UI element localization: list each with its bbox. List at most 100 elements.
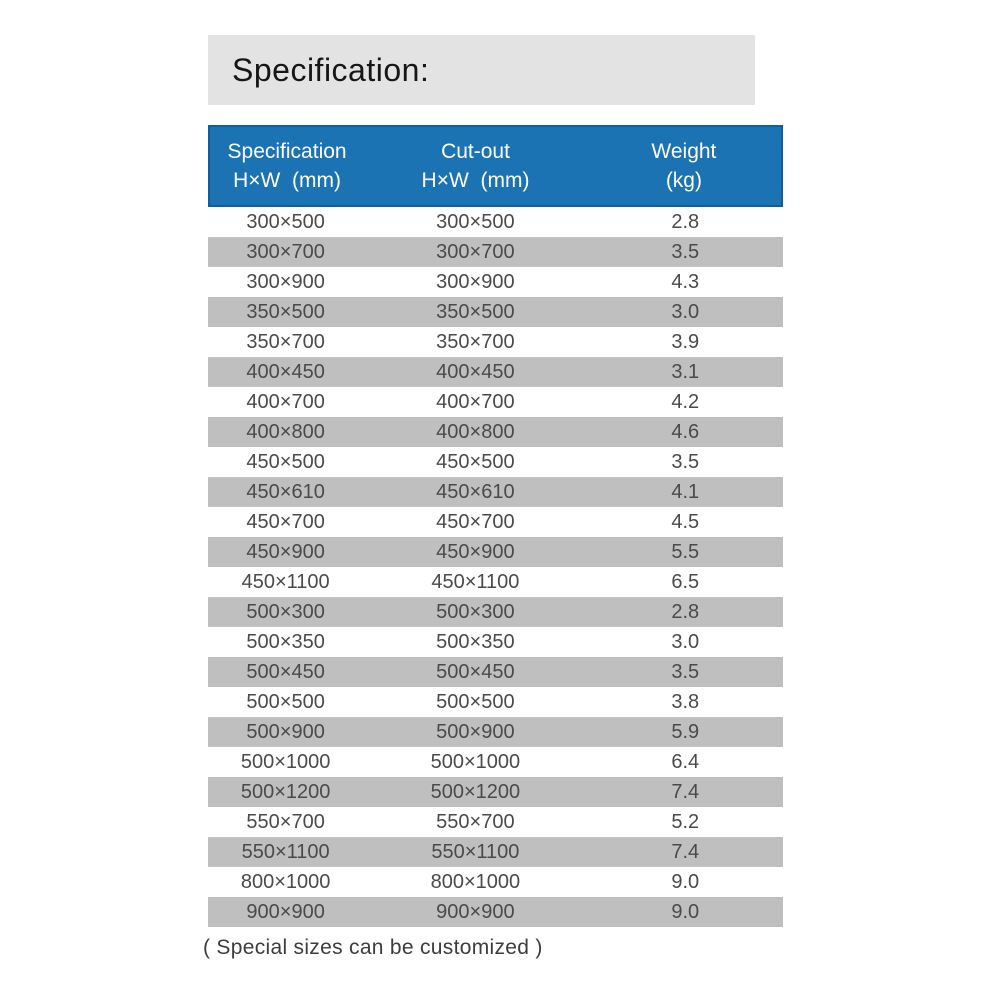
column-header-label: Specification (227, 139, 347, 163)
cell-specification: 500×900 (246, 720, 325, 743)
cell-cutout: 450×900 (436, 540, 515, 563)
cell-cutout: 300×500 (436, 210, 515, 233)
cell-specification: 450×1100 (241, 570, 330, 593)
cell-specification: 400×800 (246, 420, 325, 443)
cell-weight: 6.4 (671, 750, 700, 773)
cell-weight: 3.9 (671, 330, 700, 353)
column-header-weight: Weight (kg) (587, 127, 781, 205)
table-row: 300×700 300×700 3.5 (208, 237, 783, 267)
cell-weight: 2.8 (671, 600, 700, 623)
cell-specification: 900×900 (246, 900, 325, 923)
cell-specification: 550×1100 (241, 840, 330, 863)
cell-specification: 500×1000 (240, 750, 331, 773)
cell-cutout: 450×700 (436, 510, 515, 533)
cell-weight: 7.4 (671, 780, 700, 803)
cell-cutout: 450×610 (436, 480, 515, 503)
cell-cutout: 500×1000 (430, 750, 521, 773)
cell-cutout: 500×300 (436, 600, 515, 623)
cell-weight: 5.2 (671, 810, 700, 833)
cell-cutout: 900×900 (436, 900, 515, 923)
table-row: 300×900 300×900 4.3 (208, 267, 783, 297)
table-row: 500×500 500×500 3.8 (208, 687, 783, 717)
cell-cutout: 450×500 (436, 450, 515, 473)
cell-specification: 450×900 (246, 540, 325, 563)
cell-weight: 2.8 (671, 210, 700, 233)
cell-weight: 7.4 (671, 840, 700, 863)
column-header-specification: Specification H×W (mm) (210, 127, 364, 205)
cell-specification: 500×300 (246, 600, 325, 623)
column-header-sublabel: H×W (mm) (421, 168, 530, 192)
table-row: 450×700 450×700 4.5 (208, 507, 783, 537)
footer-note-text: ( Special sizes can be customized ) (203, 936, 543, 959)
column-header-label: Weight (651, 139, 717, 163)
cell-cutout: 400×800 (436, 420, 515, 443)
table-row: 450×1100 450×1100 6.5 (208, 567, 783, 597)
table-row: 900×900 900×900 9.0 (208, 897, 783, 927)
cell-specification: 500×1200 (240, 780, 331, 803)
cell-cutout: 500×1200 (430, 780, 521, 803)
cell-specification: 500×350 (246, 630, 325, 653)
cell-specification: 550×700 (246, 810, 325, 833)
cell-weight: 3.5 (671, 660, 700, 683)
cell-specification: 450×700 (246, 510, 325, 533)
table-row: 400×700 400×700 4.2 (208, 387, 783, 417)
table-row: 450×500 450×500 3.5 (208, 447, 783, 477)
cell-specification: 350×700 (246, 330, 325, 353)
table-row: 400×800 400×800 4.6 (208, 417, 783, 447)
cell-weight: 9.0 (671, 870, 700, 893)
page-title: Specification: (208, 35, 755, 105)
cell-weight: 3.1 (671, 360, 700, 383)
cell-cutout: 500×450 (436, 660, 515, 683)
cell-weight: 3.0 (671, 300, 700, 323)
table-row: 400×450 400×450 3.1 (208, 357, 783, 387)
cell-weight: 3.0 (671, 630, 700, 653)
cell-weight: 6.5 (671, 570, 700, 593)
table-row: 450×900 450×900 5.5 (208, 537, 783, 567)
cell-weight: 5.5 (671, 540, 700, 563)
cell-specification: 450×500 (246, 450, 325, 473)
cell-cutout: 450×1100 (431, 570, 520, 593)
cell-specification: 400×700 (246, 390, 325, 413)
table-row: 300×500 300×500 2.8 (208, 207, 783, 237)
cell-cutout: 800×1000 (430, 870, 521, 893)
cell-specification: 300×700 (246, 240, 325, 263)
cell-specification: 500×500 (246, 690, 325, 713)
cell-cutout: 400×700 (436, 390, 515, 413)
cell-specification: 500×450 (246, 660, 325, 683)
cell-weight: 4.1 (671, 480, 700, 503)
column-header-sublabel: H×W (mm) (233, 168, 342, 192)
cell-specification: 300×500 (246, 210, 325, 233)
column-header-cutout: Cut-out H×W (mm) (364, 127, 587, 205)
table-row: 450×610 450×610 4.1 (208, 477, 783, 507)
table-row: 500×900 500×900 5.9 (208, 717, 783, 747)
table-row: 500×300 500×300 2.8 (208, 597, 783, 627)
cell-cutout: 500×900 (436, 720, 515, 743)
specification-table: Specification H×W (mm) Cut-out H×W (mm) … (208, 125, 783, 927)
table-row: 800×1000 800×1000 9.0 (208, 867, 783, 897)
cell-weight: 3.5 (671, 450, 700, 473)
table-body: 300×500 300×500 2.8 300×700 300×700 3.5 … (208, 207, 783, 927)
cell-cutout: 350×500 (436, 300, 515, 323)
footer-note: ( Special sizes can be customized ) (203, 936, 543, 960)
table-row: 350×700 350×700 3.9 (208, 327, 783, 357)
cell-cutout: 300×700 (436, 240, 515, 263)
cell-weight: 4.6 (671, 420, 700, 443)
cell-cutout: 400×450 (436, 360, 515, 383)
column-header-label: Cut-out (441, 139, 510, 163)
cell-specification: 800×1000 (240, 870, 331, 893)
cell-cutout: 500×500 (436, 690, 515, 713)
cell-weight: 3.8 (671, 690, 700, 713)
cell-weight: 3.5 (671, 240, 700, 263)
table-row: 350×500 350×500 3.0 (208, 297, 783, 327)
table-row: 550×700 550×700 5.2 (208, 807, 783, 837)
column-header-sublabel: (kg) (665, 168, 702, 192)
cell-cutout: 500×350 (436, 630, 515, 653)
table-header-row: Specification H×W (mm) Cut-out H×W (mm) … (208, 125, 783, 207)
table-row: 500×1000 500×1000 6.4 (208, 747, 783, 777)
cell-cutout: 550×1100 (431, 840, 520, 863)
cell-specification: 350×500 (246, 300, 325, 323)
table-row: 500×450 500×450 3.5 (208, 657, 783, 687)
cell-weight: 4.3 (671, 270, 700, 293)
table-row: 550×1100 550×1100 7.4 (208, 837, 783, 867)
cell-cutout: 350×700 (436, 330, 515, 353)
